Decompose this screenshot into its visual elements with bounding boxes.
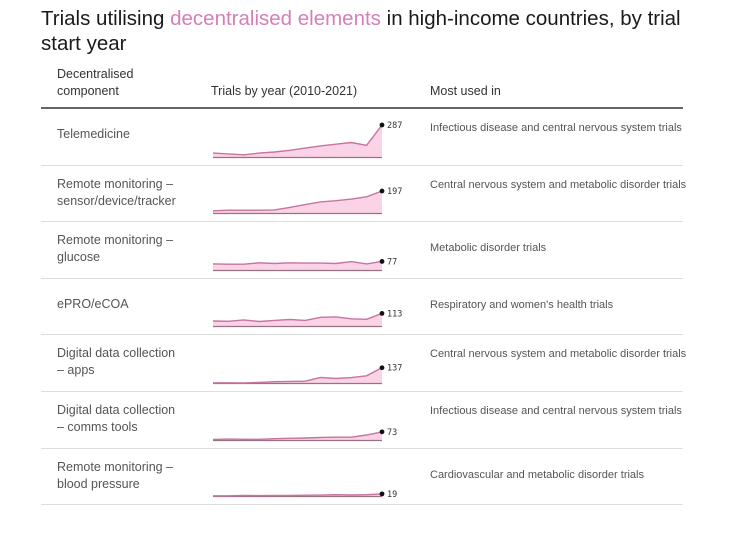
sparkline-end-label: 197	[387, 187, 402, 197]
component-name-line2: – apps	[57, 363, 95, 378]
table-row: ePRO/eCOA Respiratory and women's health …	[41, 279, 683, 336]
sparkline: 137	[213, 364, 402, 385]
sparkline-end-dot	[379, 188, 385, 194]
sparkline: 197	[212, 187, 402, 215]
sparkline-end-label: 113	[387, 310, 402, 320]
sparkline-line	[212, 124, 383, 156]
chart-title: Trials utilising decentralised elements …	[41, 6, 701, 56]
component-name-line1: Digital data collection	[57, 403, 176, 417]
sparkline-end-dot	[379, 122, 385, 127]
sparkline-area	[213, 313, 382, 327]
most-used-in: Infectious disease and central nervous s…	[430, 405, 682, 417]
sparkline-line	[212, 430, 383, 440]
table-row: Remote monitoring – glucose Metabolic diso…	[41, 222, 683, 279]
sparkline: 73	[212, 427, 397, 441]
title-prefix: Trials utilising	[41, 7, 171, 30]
table-row: Digital data collection – comms tools Infe…	[41, 392, 683, 449]
sparkline: 287	[212, 121, 402, 158]
sparkline-end-dot	[379, 491, 385, 497]
sparkline-end-dot	[379, 258, 385, 264]
component-name-line2: blood pressure	[57, 476, 140, 491]
sparkline-line	[213, 493, 383, 497]
sparkline-line	[212, 313, 383, 323]
sparkline-end-label: 73	[387, 427, 397, 437]
header-trials: Trials by year (2010-2021)	[211, 84, 358, 98]
most-used-in: Central nervous system and metabolic dis…	[430, 178, 687, 191]
most-used-in: Infectious disease and central nervous s…	[430, 122, 682, 134]
sparkline: 113	[212, 310, 402, 328]
sparkline-end-label: 137	[387, 364, 402, 374]
title-suffix: in high-income countries, by trial start…	[41, 7, 681, 55]
component-name: Digital data collection – apps	[57, 345, 175, 379]
table-row: Digital data collection – apps Central ner…	[41, 335, 686, 392]
sparkline-end-dot	[379, 311, 385, 317]
component-name-line1: ePRO/eCOA	[57, 296, 129, 311]
sparkline-area	[213, 124, 382, 157]
sparkline-end-label: 287	[387, 121, 402, 131]
sparkline: 19	[213, 490, 397, 500]
component-name-line1: Digital data collection	[57, 346, 176, 361]
header-divider	[41, 107, 683, 109]
most-used-in: Cardiovascular and metabolic disorder tr…	[430, 468, 644, 481]
sparkline-end-dot	[379, 429, 385, 434]
sparkline-line	[212, 260, 383, 265]
component-name-line1: Telemedicine	[57, 127, 130, 141]
sparkline-area	[213, 367, 382, 383]
table-row: Telemedicine Infectious disease and centr…	[41, 109, 683, 166]
component-name-line1: Remote monitoring –	[57, 233, 174, 248]
sparkline-line	[213, 367, 383, 384]
most-used-in: Metabolic disorder trials	[430, 242, 547, 255]
sparkline: 77	[212, 257, 397, 271]
component-name: Digital data collection – comms tools	[57, 402, 175, 436]
component-name: Remote monitoring – glucose	[57, 232, 173, 266]
component-name-line2: glucose	[57, 250, 101, 265]
component-name-line1: Remote monitoring –	[57, 176, 174, 191]
sparkline-line	[212, 190, 383, 212]
sparkline-end-dot	[379, 365, 385, 371]
component-name: Remote monitoring – blood pressure	[57, 459, 173, 493]
component-name: ePRO/eCOA	[57, 296, 129, 313]
header-used: Most used in	[430, 84, 501, 98]
most-used-in: Central nervous system and metabolic dis…	[430, 348, 687, 361]
component-name-line2: sensor/device/tracker	[57, 193, 176, 208]
sparkline-end-label: 19	[387, 490, 397, 500]
title-highlight: decentralised elements	[170, 7, 381, 30]
header-component-line1: Decentralised	[57, 67, 134, 81]
most-used-in: Respiratory and women's health trials	[430, 298, 614, 311]
header-component-line2: component	[57, 84, 119, 98]
component-name-line1: Remote monitoring –	[57, 459, 174, 474]
header-component: Decentralised component	[57, 66, 133, 100]
component-name: Remote monitoring – sensor/device/tracker	[57, 176, 176, 210]
table-row: Remote monitoring – blood pressure Cardiov…	[41, 449, 683, 506]
component-name: Telemedicine	[57, 126, 130, 143]
sparkline-area	[213, 191, 382, 214]
component-name-line2: – comms tools	[57, 420, 138, 434]
table-row: Remote monitoring – sensor/device/tracker…	[41, 166, 686, 223]
sparkline-area	[213, 431, 382, 440]
sparkline-end-label: 77	[387, 257, 397, 267]
